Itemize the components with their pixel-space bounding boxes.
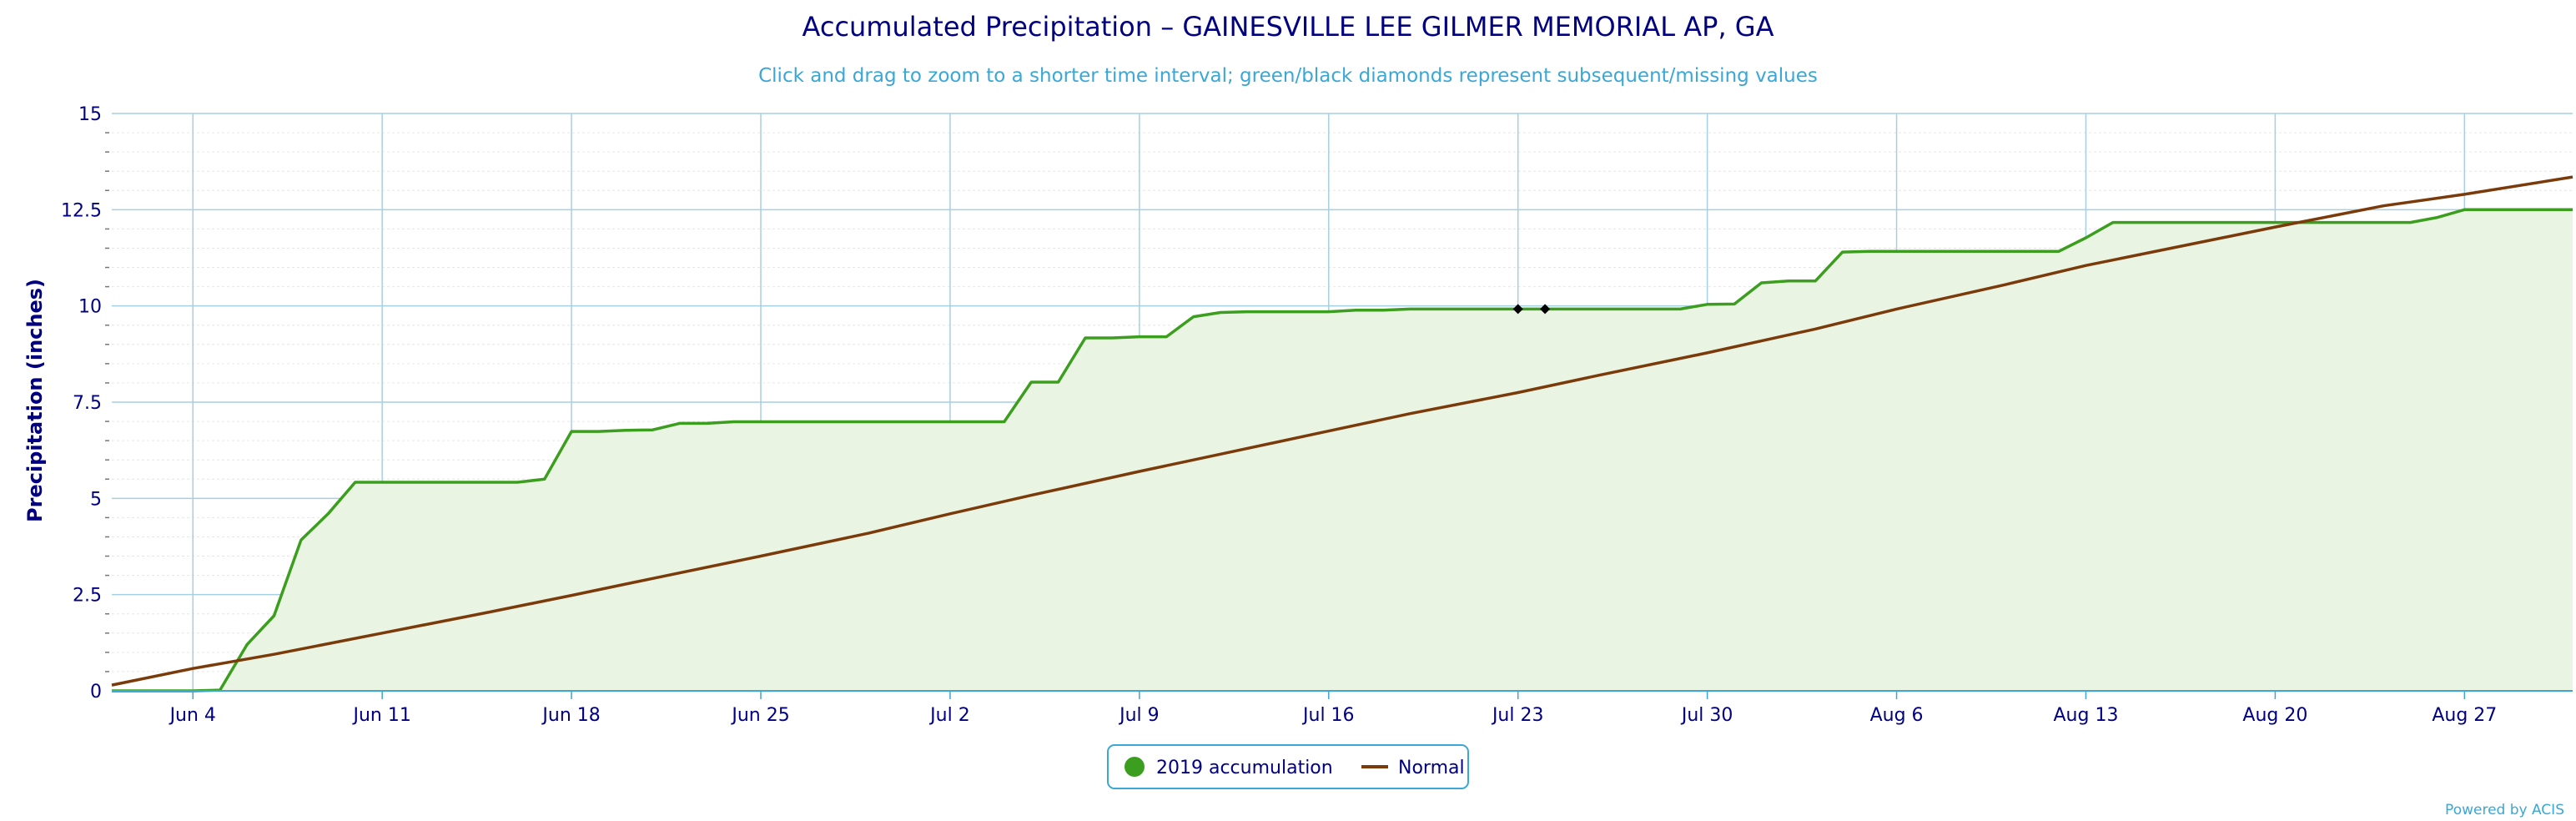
y-axis-label: Precipitation (inches): [23, 279, 47, 522]
chart-subtitle: Click and drag to zoom to a shorter time…: [758, 65, 1818, 87]
y-tick-label: 0: [90, 682, 102, 703]
x-tick-label: Jul 16: [1301, 705, 1355, 726]
x-tick-label: Aug 20: [2242, 705, 2307, 726]
y-tick-label: 2.5: [73, 586, 102, 607]
x-tick-label: Jul 2: [928, 705, 970, 726]
legend-box: [1107, 744, 1469, 789]
legend-label-normal: Normal: [1398, 758, 1465, 778]
x-tick-label: Jun 18: [541, 705, 600, 726]
axes: 0 2.5 5 7.5 10 12.5 15 Jun 4 Jun 11 Jun 18 Jun 25 J…: [61, 104, 2573, 726]
x-tick-label: Aug 27: [2432, 705, 2497, 726]
x-tick-label: Jul 9: [1118, 705, 1160, 726]
series-line-normal: [111, 175, 2573, 687]
x-tick-label: Jun 25: [730, 705, 789, 726]
legend-item-normal[interactable]: Normal: [1361, 758, 1465, 778]
y-tick-label: 10: [78, 297, 102, 318]
missing-markers: [1512, 304, 1551, 315]
missing-value-diamond: [1512, 304, 1523, 315]
y-tick-label: 5: [90, 489, 102, 510]
missing-value-diamond: [1540, 304, 1551, 315]
x-tick-label: Jun 11: [351, 705, 410, 726]
x-tick-label: Jul 30: [1680, 705, 1733, 726]
x-tick-label: Aug 6: [1870, 705, 1924, 726]
legend: 2019 accumulation Normal: [1107, 744, 1469, 789]
chart-title: Accumulated Precipitation – GAINESVILLE …: [802, 11, 1774, 43]
x-tick-label: Aug 13: [2054, 705, 2119, 726]
credits-link[interactable]: Powered by ACIS: [2445, 802, 2564, 818]
legend-item-accumulation[interactable]: 2019 accumulation: [1124, 757, 1333, 778]
x-tick-label: Jun 4: [169, 705, 216, 726]
y-tick-label: 15: [78, 104, 102, 125]
y-tick-label: 7.5: [73, 393, 102, 414]
x-tick-label: Jul 23: [1491, 705, 1544, 726]
series-lines: [111, 175, 2573, 693]
y-tick-label: 12.5: [61, 200, 102, 221]
accumulation-area: [112, 209, 2573, 692]
legend-swatch-accumulation-icon: [1124, 757, 1145, 777]
legend-label-accumulation: 2019 accumulation: [1156, 758, 1333, 778]
plot-area: [112, 209, 2573, 692]
series-line-accumulation: [112, 208, 2573, 693]
